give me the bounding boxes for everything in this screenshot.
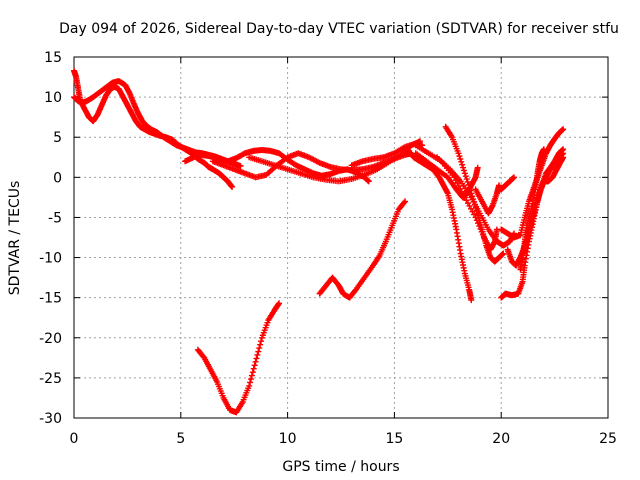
series-arc-r <box>498 174 518 193</box>
axis-ticks <box>73 56 609 419</box>
y-tick-label: 5 <box>53 130 62 146</box>
y-tick-label: -10 <box>39 251 62 267</box>
data-point <box>478 228 485 235</box>
data-point <box>248 372 255 379</box>
data-point <box>511 174 518 181</box>
y-tick-label: 15 <box>44 50 62 66</box>
data-point <box>461 170 468 177</box>
x-tick-label: 15 <box>385 431 403 447</box>
series-arc-t <box>517 146 547 273</box>
data-point <box>458 158 465 165</box>
tick-labels: 0 5 10 15 20 25 15 10 5 0 -5 -10 -15 -20 -25 -30 <box>39 50 617 447</box>
series-arc-h <box>316 198 409 301</box>
data-point <box>251 362 258 369</box>
data-point <box>247 376 254 383</box>
data-point <box>473 217 480 224</box>
data-point <box>472 214 479 221</box>
x-tick-label: 5 <box>176 431 185 447</box>
data-point <box>258 338 265 345</box>
data-point <box>560 154 567 161</box>
x-tick-label: 25 <box>599 431 617 447</box>
data-point <box>455 150 462 157</box>
data-point <box>402 198 409 205</box>
data-points <box>71 67 567 416</box>
y-tick-label: -15 <box>39 291 62 307</box>
data-point <box>237 163 244 170</box>
data-point <box>477 225 484 232</box>
data-point <box>249 369 256 376</box>
data-point <box>256 345 263 352</box>
data-point <box>253 355 260 362</box>
series-arc-e <box>246 138 424 185</box>
data-point <box>255 348 262 355</box>
y-tick-label: -5 <box>48 210 62 226</box>
data-point <box>500 250 507 257</box>
data-point <box>456 153 463 160</box>
x-axis-title: GPS time / hours <box>282 459 399 475</box>
chart-title: Day 094 of 2026, Sidereal Day-to-day VTE… <box>59 21 619 37</box>
y-tick-label: 10 <box>44 90 62 106</box>
series-arc-n <box>472 182 503 217</box>
y-tick-label: -25 <box>39 371 62 387</box>
data-point <box>460 167 467 174</box>
data-point <box>257 341 264 348</box>
data-point <box>560 126 567 133</box>
y-tick-label: -30 <box>39 411 62 427</box>
data-point <box>229 183 236 190</box>
series-arc-b <box>71 78 244 170</box>
data-point <box>252 358 259 365</box>
data-point <box>496 182 503 189</box>
series-arc-g <box>194 300 283 416</box>
y-tick-label: -20 <box>39 331 62 347</box>
x-tick-label: 10 <box>279 431 297 447</box>
data-point <box>401 199 408 206</box>
data-point <box>540 146 547 153</box>
data-point <box>463 176 470 183</box>
data-point <box>459 161 466 168</box>
series-arc-k <box>412 150 481 201</box>
data-point <box>462 173 469 180</box>
data-point <box>250 365 257 372</box>
plot-frame <box>73 56 609 419</box>
data-point <box>476 223 483 230</box>
y-tick-label: 0 <box>53 170 62 186</box>
series-arc-l <box>412 142 500 253</box>
data-point <box>474 164 481 171</box>
y-axis-title: SDTVAR / TECUs <box>7 181 23 296</box>
data-point <box>468 297 475 304</box>
data-point <box>246 382 253 389</box>
data-point <box>460 164 467 171</box>
data-point <box>365 178 372 185</box>
data-point <box>479 231 486 238</box>
grid-lines <box>74 57 608 418</box>
data-point <box>247 379 254 386</box>
x-tick-label: 20 <box>492 431 510 447</box>
data-point <box>457 155 464 162</box>
data-point <box>254 351 261 358</box>
x-tick-label: 0 <box>70 431 79 447</box>
data-point <box>276 300 283 307</box>
data-point <box>464 178 471 185</box>
data-point <box>475 220 482 227</box>
